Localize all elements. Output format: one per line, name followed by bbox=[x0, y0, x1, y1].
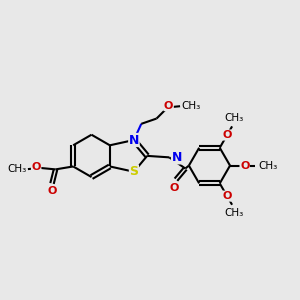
Text: CH₃: CH₃ bbox=[258, 160, 278, 171]
Text: CH₃: CH₃ bbox=[7, 164, 26, 174]
Text: O: O bbox=[170, 183, 179, 193]
Text: CH₃: CH₃ bbox=[224, 208, 244, 218]
Text: O: O bbox=[164, 100, 173, 111]
Text: N: N bbox=[129, 134, 139, 146]
Text: O: O bbox=[240, 160, 249, 171]
Text: S: S bbox=[129, 165, 138, 178]
Text: O: O bbox=[222, 191, 232, 201]
Text: N: N bbox=[172, 151, 182, 164]
Text: O: O bbox=[222, 130, 232, 140]
Text: CH₃: CH₃ bbox=[182, 101, 201, 111]
Text: O: O bbox=[32, 162, 41, 172]
Text: CH₃: CH₃ bbox=[224, 113, 244, 123]
Text: O: O bbox=[47, 186, 57, 197]
